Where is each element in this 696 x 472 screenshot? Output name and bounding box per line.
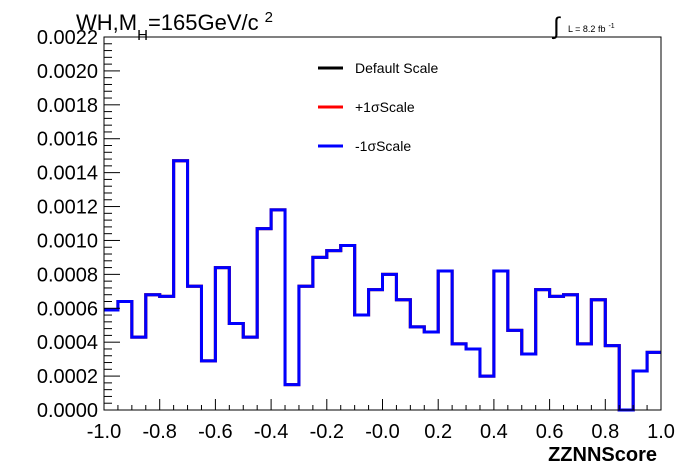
chart-title-superscript: 2 (265, 9, 273, 26)
x-tick-label: 0.2 (424, 421, 452, 443)
chart-title-main: WH,M (76, 10, 137, 35)
chart-title-subscript: H (137, 27, 148, 44)
series-layer (104, 159, 661, 412)
legend-label: Default Scale (355, 60, 438, 76)
y-tick-label: 0.0016 (37, 129, 98, 151)
series-line-1-scale (104, 159, 661, 412)
x-tick-label: -0.0 (365, 421, 399, 443)
y-tick-label: 0.0022 (37, 27, 98, 49)
x-tick-label: -0.8 (142, 421, 176, 443)
y-tick-label: 0.0018 (37, 95, 98, 117)
chart-title: WH,MH=165GeV/c 2 (76, 9, 273, 44)
lumi-integral: ∫ (551, 13, 561, 40)
legend: Default Scale +1σScale -1σScale (318, 60, 438, 154)
lumi-label: L = 8.2 fb -1 (568, 23, 615, 34)
x-tick-label: -0.2 (310, 421, 344, 443)
x-tick-label: 0.6 (536, 421, 564, 443)
x-tick-label: 0.4 (480, 421, 508, 443)
x-axis: -1.0 -0.8 -0.6 -0.4 -0.2 -0.0 0.2 0.4 0.6 0.8 1.0 (87, 399, 675, 443)
y-tick-label: 0.0000 (37, 400, 98, 422)
y-tick-label: 0.0004 (37, 332, 98, 354)
x-tick-label: 1.0 (647, 421, 675, 443)
y-axis: 0.0000 0.0002 0.0004 0.0006 0.0008 0.0010 0.00… (37, 27, 120, 422)
y-tick-label: 0.0008 (37, 264, 98, 286)
y-tick-label: 0.0010 (37, 230, 98, 252)
x-tick-label: 0.8 (591, 421, 619, 443)
legend-label: -1σScale (355, 138, 411, 154)
y-tick-label: 0.0020 (37, 61, 98, 83)
lumi-text: L = 8.2 fb (568, 24, 605, 34)
y-tick-label: 0.0012 (37, 197, 98, 219)
legend-label: +1σScale (355, 99, 415, 115)
y-tick-label: 0.0014 (37, 163, 98, 185)
y-tick-label: 0.0006 (37, 298, 98, 320)
x-tick-label: -0.4 (254, 421, 288, 443)
x-tick-label: -0.6 (198, 421, 232, 443)
x-axis-label: ZZNNScore (548, 444, 657, 466)
lumi-superscript: -1 (608, 23, 614, 30)
x-tick-label: -1.0 (87, 421, 121, 443)
y-tick-label: 0.0002 (37, 366, 98, 388)
chart-title-tail: =165GeV/c (148, 10, 259, 35)
